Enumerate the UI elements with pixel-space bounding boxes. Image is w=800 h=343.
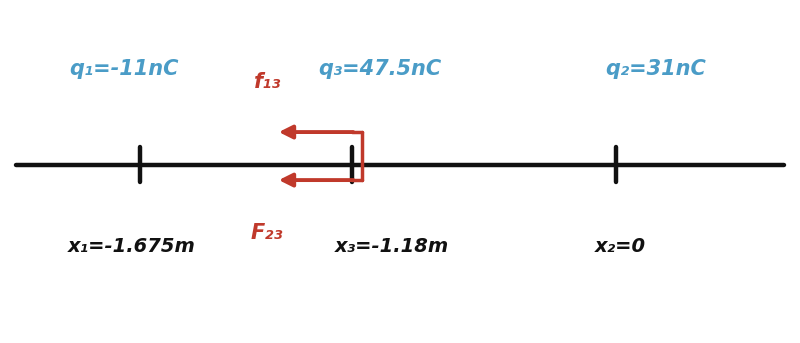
Text: q₂=31nC: q₂=31nC: [606, 59, 706, 79]
Text: q₃=47.5nC: q₃=47.5nC: [318, 59, 442, 79]
Text: x₁=-1.675m: x₁=-1.675m: [68, 237, 196, 257]
Text: x₂=0: x₂=0: [594, 237, 646, 257]
Text: f₁₃: f₁₃: [254, 72, 282, 92]
Text: F₂₃: F₂₃: [250, 223, 282, 243]
Text: q₁=-11nC: q₁=-11nC: [70, 59, 178, 79]
Text: x₃=-1.18m: x₃=-1.18m: [335, 237, 449, 257]
